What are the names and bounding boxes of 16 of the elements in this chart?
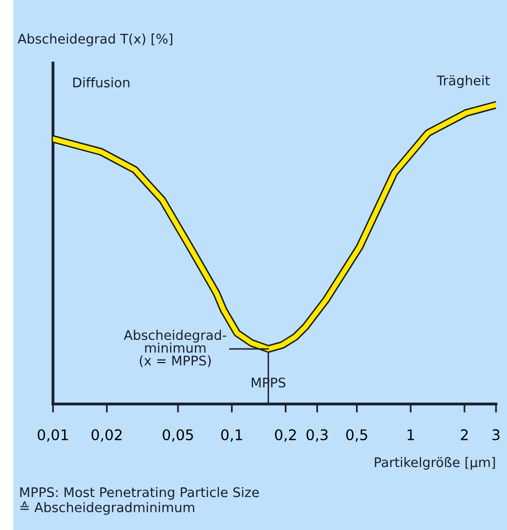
x-axis-title: Partikelgröße [µm] <box>374 457 495 470</box>
x-tick-label: 0,01 <box>38 429 68 442</box>
x-tick-label: 0,3 <box>306 429 328 442</box>
x-tick-label: 3 <box>492 429 500 440</box>
x-tick-label: 0,2 <box>275 429 296 442</box>
x-tick-label: 0,5 <box>346 429 368 442</box>
annotation: Abscheidegrad- minimum (x = MPPS) <box>124 330 226 368</box>
text: Diffusion <box>73 77 130 88</box>
x-tick-label: 0,1 <box>221 429 242 442</box>
x-tick-label: 0,02 <box>92 429 122 442</box>
x-tick-label: 1 <box>408 429 414 440</box>
x-tick-label: 0,05 <box>162 429 193 442</box>
text: MPPS: Most Penetrating Particle Size ≙ Abscheidegradminimum <box>20 487 259 515</box>
x-tick-label: 2 <box>460 429 468 440</box>
text: Trägheit <box>436 75 490 88</box>
chart-title: Abscheidegrad T(x) [%] <box>18 34 172 46</box>
